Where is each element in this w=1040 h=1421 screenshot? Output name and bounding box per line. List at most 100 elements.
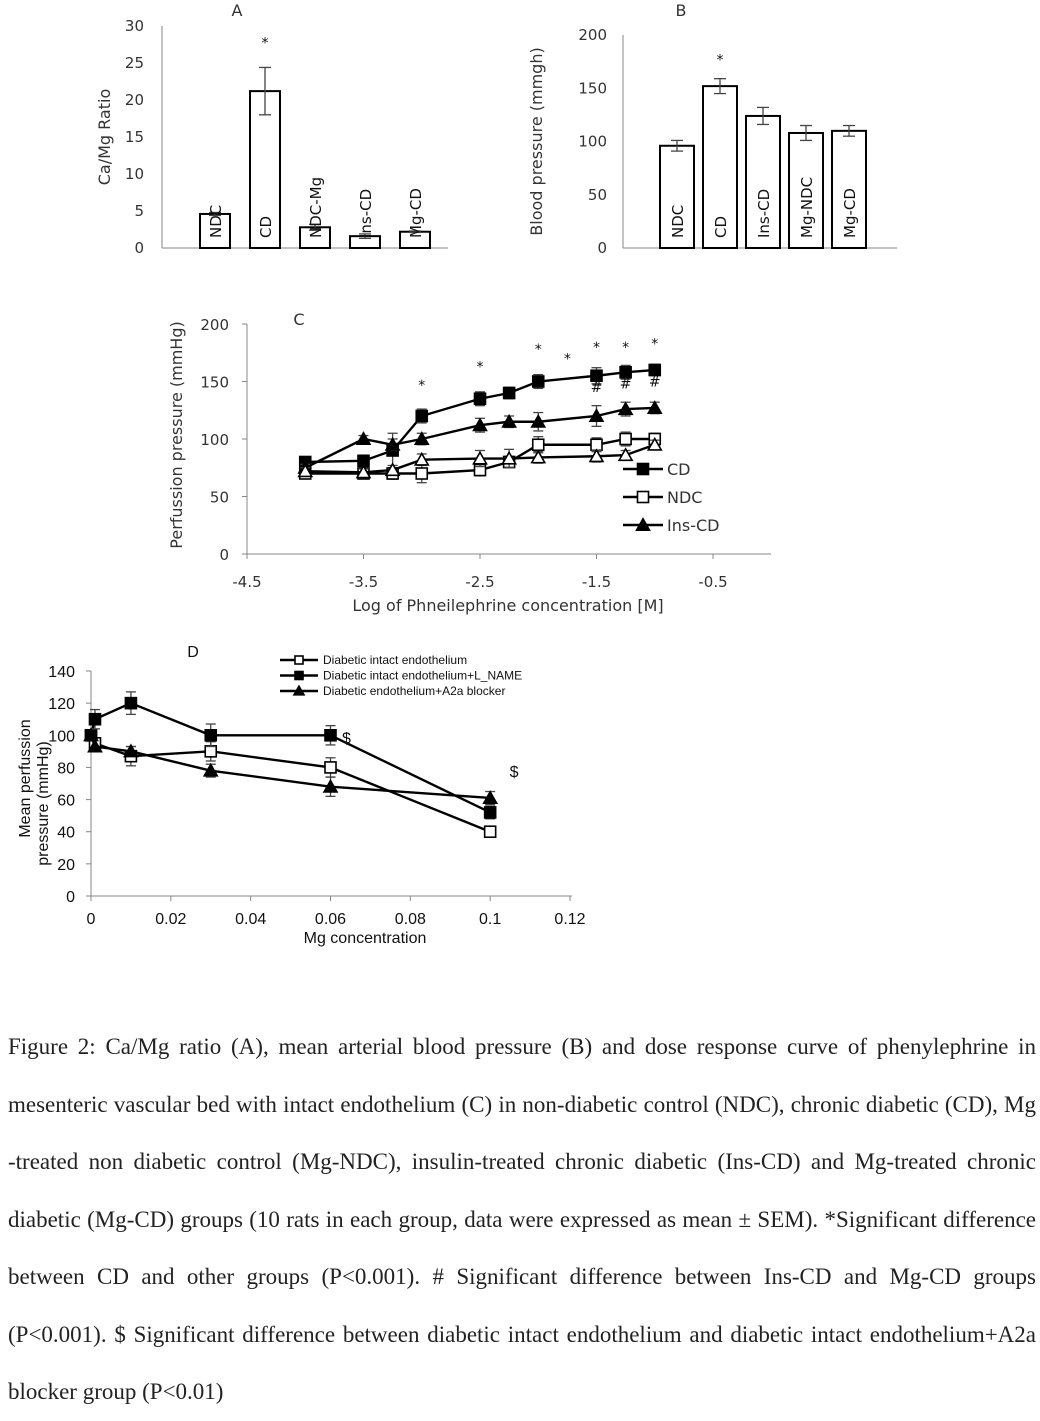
x-tick-label: 0.04 [235, 911, 266, 928]
y-tick-label: 0 [219, 546, 229, 564]
series-unlabeled-3-point [646, 436, 663, 451]
x-axis-label: Mg concentration [304, 930, 427, 947]
y-tick-label: 5 [134, 202, 144, 220]
series-diabetic-endothelium-a2a-blocker-point [202, 762, 219, 777]
y-tick-label: 20 [57, 857, 75, 874]
series-ins-cd-line [304, 406, 655, 469]
y-tick-label: 10 [125, 165, 144, 183]
category-label-Mg-CD: Mg-CD [407, 188, 425, 238]
legend-ndc-text: NDC [667, 488, 702, 507]
series-diabetic-endothelium-a2a-blocker-point [83, 727, 99, 742]
significance-mark: * [418, 378, 425, 394]
legend-ndc-marker [636, 490, 650, 504]
series-unlabeled-3-point [530, 449, 547, 464]
series-unlabeled-3-point [472, 450, 488, 465]
series-diabetic-endothelium-a2a-blocker-point [482, 790, 499, 804]
significance-mark: # [591, 380, 603, 396]
series-ndc-point [415, 467, 429, 480]
significance-mark: * [717, 53, 724, 69]
series-unlabeled-3-point [384, 462, 401, 477]
series-diabetic-intact-endothelium-point [483, 825, 497, 839]
category-label-Mg-NDC: Mg-NDC [798, 177, 816, 238]
series-ins-cd-point [384, 436, 401, 451]
y-tick-label: 20 [125, 91, 144, 109]
panel-label: D [187, 644, 199, 661]
y-tick-label: 100 [200, 431, 229, 449]
bar-Mg-CD [831, 129, 867, 250]
y-tick-label: 60 [57, 793, 75, 810]
series-ins-cd-point [588, 408, 605, 423]
y-tick-label: 50 [210, 489, 229, 507]
x-tick-label: -3.5 [349, 573, 378, 591]
y-tick-label: 120 [48, 696, 75, 713]
legend-cd-marker [636, 462, 650, 476]
significance-mark: * [477, 359, 484, 375]
series-diabetic-intact-endothelium-l-name-point [124, 696, 138, 710]
series-cd-point [473, 392, 487, 406]
x-tick-label: 0.08 [395, 911, 426, 928]
bar-CD [702, 85, 738, 250]
bar-Ins-CD [745, 114, 781, 249]
series-ndc-point [531, 438, 545, 452]
panel-c: 0 50 100 150 200 -4.5 -3.5 -2.5 -1.5 -0.5 Log of P… [167, 310, 771, 615]
panel-label: B [676, 1, 687, 20]
bar-NDC [659, 144, 695, 249]
y-tick-label: 0 [134, 239, 144, 257]
y-axis-label: Blood pressure (mmgh) [527, 47, 546, 235]
y-tick-label: 140 [48, 664, 75, 681]
panel-d: 0 20 40 60 80 100 120 140 0 0.02 0.04 0.06 0.08 0.1 0.… [17, 644, 586, 947]
x-axis-label: Log of Phneilephrine concentration [M] [352, 596, 663, 615]
series-unlabeled-3-point [355, 464, 372, 479]
series-cd-point [531, 375, 545, 388]
legend-diabetic-endothelium-a2a-blocker-marker [292, 684, 306, 696]
y-tick-label: 0 [597, 239, 607, 257]
y-tick-label: 150 [578, 79, 607, 97]
series-unlabeled-3-point [297, 463, 314, 478]
panel-b: 0 50 100 150 200 Blood pressure (mmgh) NDC CD In… [527, 1, 897, 257]
x-tick-label: 0.06 [315, 911, 346, 928]
y-tick-label: 100 [48, 728, 75, 745]
series-ins-cd-point [413, 431, 430, 446]
y-tick-label: 15 [125, 128, 144, 146]
legend-cd-text: CD [667, 460, 691, 479]
category-label-NDC: NDC [207, 205, 225, 238]
y-tick-label: 25 [125, 54, 144, 72]
series-unlabeled-3-point [617, 447, 634, 462]
x-tick-label: 0.1 [479, 911, 501, 928]
significance-mark: # [649, 374, 661, 390]
legend-diabetic-endothelium-a2a-blocker-text: Diabetic endothelium+A2a blocker [323, 684, 505, 698]
y-tick-label: 50 [588, 186, 607, 204]
significance-mark: $ [342, 730, 351, 747]
series-diabetic-intact-endothelium-l-name-point [324, 728, 337, 742]
series-ins-cd-point [501, 413, 517, 428]
series-diabetic-intact-endothelium-l-name-line [89, 701, 491, 814]
legend-diabetic-intact-endothelium-l-name-marker [294, 670, 304, 681]
bar-NDC [199, 212, 231, 250]
significance-mark: * [535, 342, 542, 358]
category-label-Ins-CD: Ins-CD [755, 189, 773, 238]
series-diabetic-intact-endothelium-l-name-point [88, 712, 102, 726]
series-cd-point [415, 409, 429, 423]
category-label-NDC-Mg: NDC-Mg [307, 177, 325, 238]
x-tick-label: -0.5 [698, 573, 727, 591]
significance-mark: # [620, 377, 632, 393]
x-tick-label: -4.5 [232, 573, 261, 591]
significance-mark: * [564, 351, 571, 367]
series-cd-point [502, 386, 516, 400]
series-diabetic-endothelium-a2a-blocker-point [322, 778, 339, 793]
series-cd-point [619, 365, 632, 379]
y-tick-label: 30 [125, 17, 144, 35]
panel-a: 0 5 10 15 20 25 30 Ca/Mg Ratio NDC CD NDC-Mg Ins-CD… [95, 1, 448, 257]
category-label-NDC: NDC [669, 205, 687, 238]
x-tick-label: 0.02 [155, 911, 186, 928]
series-ndc-point [619, 432, 632, 446]
series-unlabeled-3-point [588, 448, 605, 463]
series-diabetic-intact-endothelium-l-name-point [483, 806, 497, 819]
series-ins-cd-point [355, 431, 372, 446]
y-tick-label: 0 [66, 889, 75, 906]
legend-ins-cd-text: Ins-CD [667, 516, 719, 535]
category-label-Ins-CD: Ins-CD [357, 189, 375, 238]
x-tick-label: 0 [87, 911, 96, 928]
y-tick-label: 200 [200, 316, 229, 334]
